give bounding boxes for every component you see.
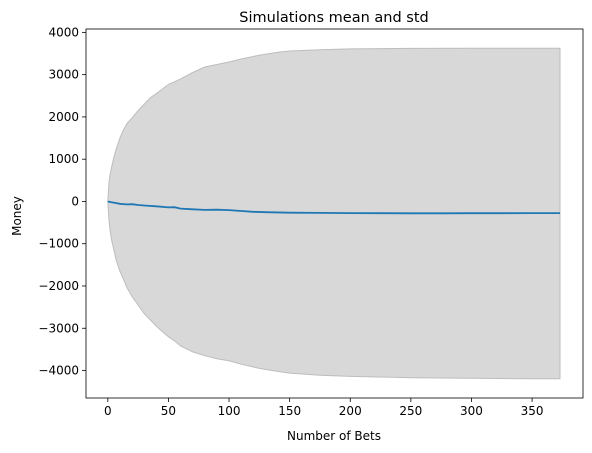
plot-frame: [85, 28, 584, 399]
x-axis-label: Number of Bets: [287, 429, 381, 443]
y-tick-label: 4000: [48, 25, 79, 39]
y-tick-label: −3000: [38, 321, 79, 335]
x-tick-label: 50: [161, 404, 176, 418]
x-tick-label: 150: [278, 404, 301, 418]
x-axis-ticks: 0 50 100 150 200 250 300 350: [104, 398, 544, 418]
mean-line: [107, 200, 560, 215]
x-tick-label: 0: [104, 404, 112, 418]
plot-area: [107, 47, 561, 380]
x-tick-label: 250: [399, 404, 422, 418]
x-tick-label: 300: [460, 404, 483, 418]
y-axis-label: Money: [10, 196, 24, 236]
y-tick-label: 0: [71, 194, 79, 208]
y-tick-label: −1000: [38, 237, 79, 251]
y-tick-label: −4000: [38, 364, 79, 378]
x-tick-label: 350: [521, 404, 544, 418]
chart-title: Simulations mean and std: [239, 10, 428, 26]
x-tick-label: 100: [218, 404, 241, 418]
x-tick-label: 200: [339, 404, 362, 418]
y-tick-label: 2000: [48, 110, 79, 124]
y-tick-label: −2000: [38, 279, 79, 293]
y-axis-ticks: −4000 −3000 −2000 −1000 0 1000 2000 3000 4000: [38, 25, 86, 378]
y-tick-label: 1000: [48, 152, 79, 166]
y-tick-label: 3000: [48, 68, 79, 82]
